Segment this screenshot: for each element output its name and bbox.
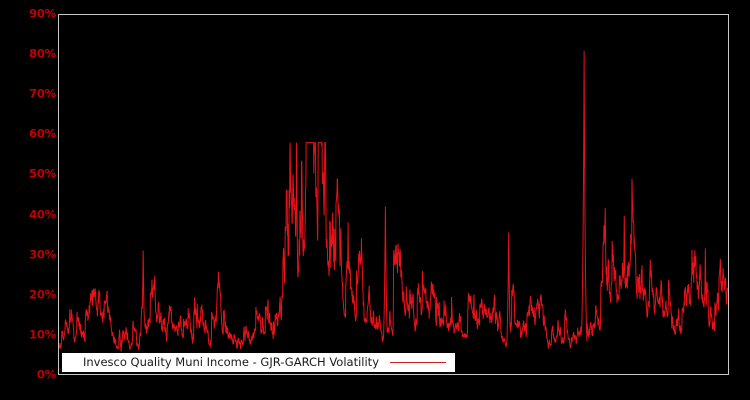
legend-line-sample-icon (390, 362, 446, 363)
y-axis-tick-label: 30% (29, 246, 56, 261)
y-axis-tick-label: 50% (29, 166, 56, 181)
y-axis-tick-label: 70% (29, 86, 56, 101)
chart-legend[interactable]: Invesco Quality Muni Income - GJR-GARCH … (62, 353, 455, 372)
y-axis-tick-label: 90% (29, 6, 56, 21)
y-axis-tick-label: 60% (29, 126, 56, 141)
y-axis-tick-label: 20% (29, 287, 56, 302)
y-axis-tick-label: 40% (29, 206, 56, 221)
legend-entry-label: Invesco Quality Muni Income - GJR-GARCH … (82, 354, 379, 369)
y-axis-tick-label: 10% (29, 327, 56, 342)
volatility-series-plot (59, 50, 728, 352)
plot-area (58, 14, 729, 375)
y-axis-tick-label: 80% (29, 46, 56, 61)
y-axis-tick-labels: 0% 10% 20% 30% 40% 50% 60% 70% 80% 90% (0, 0, 56, 400)
y-axis-tick-label: 0% (36, 367, 56, 382)
volatility-line (59, 50, 728, 352)
